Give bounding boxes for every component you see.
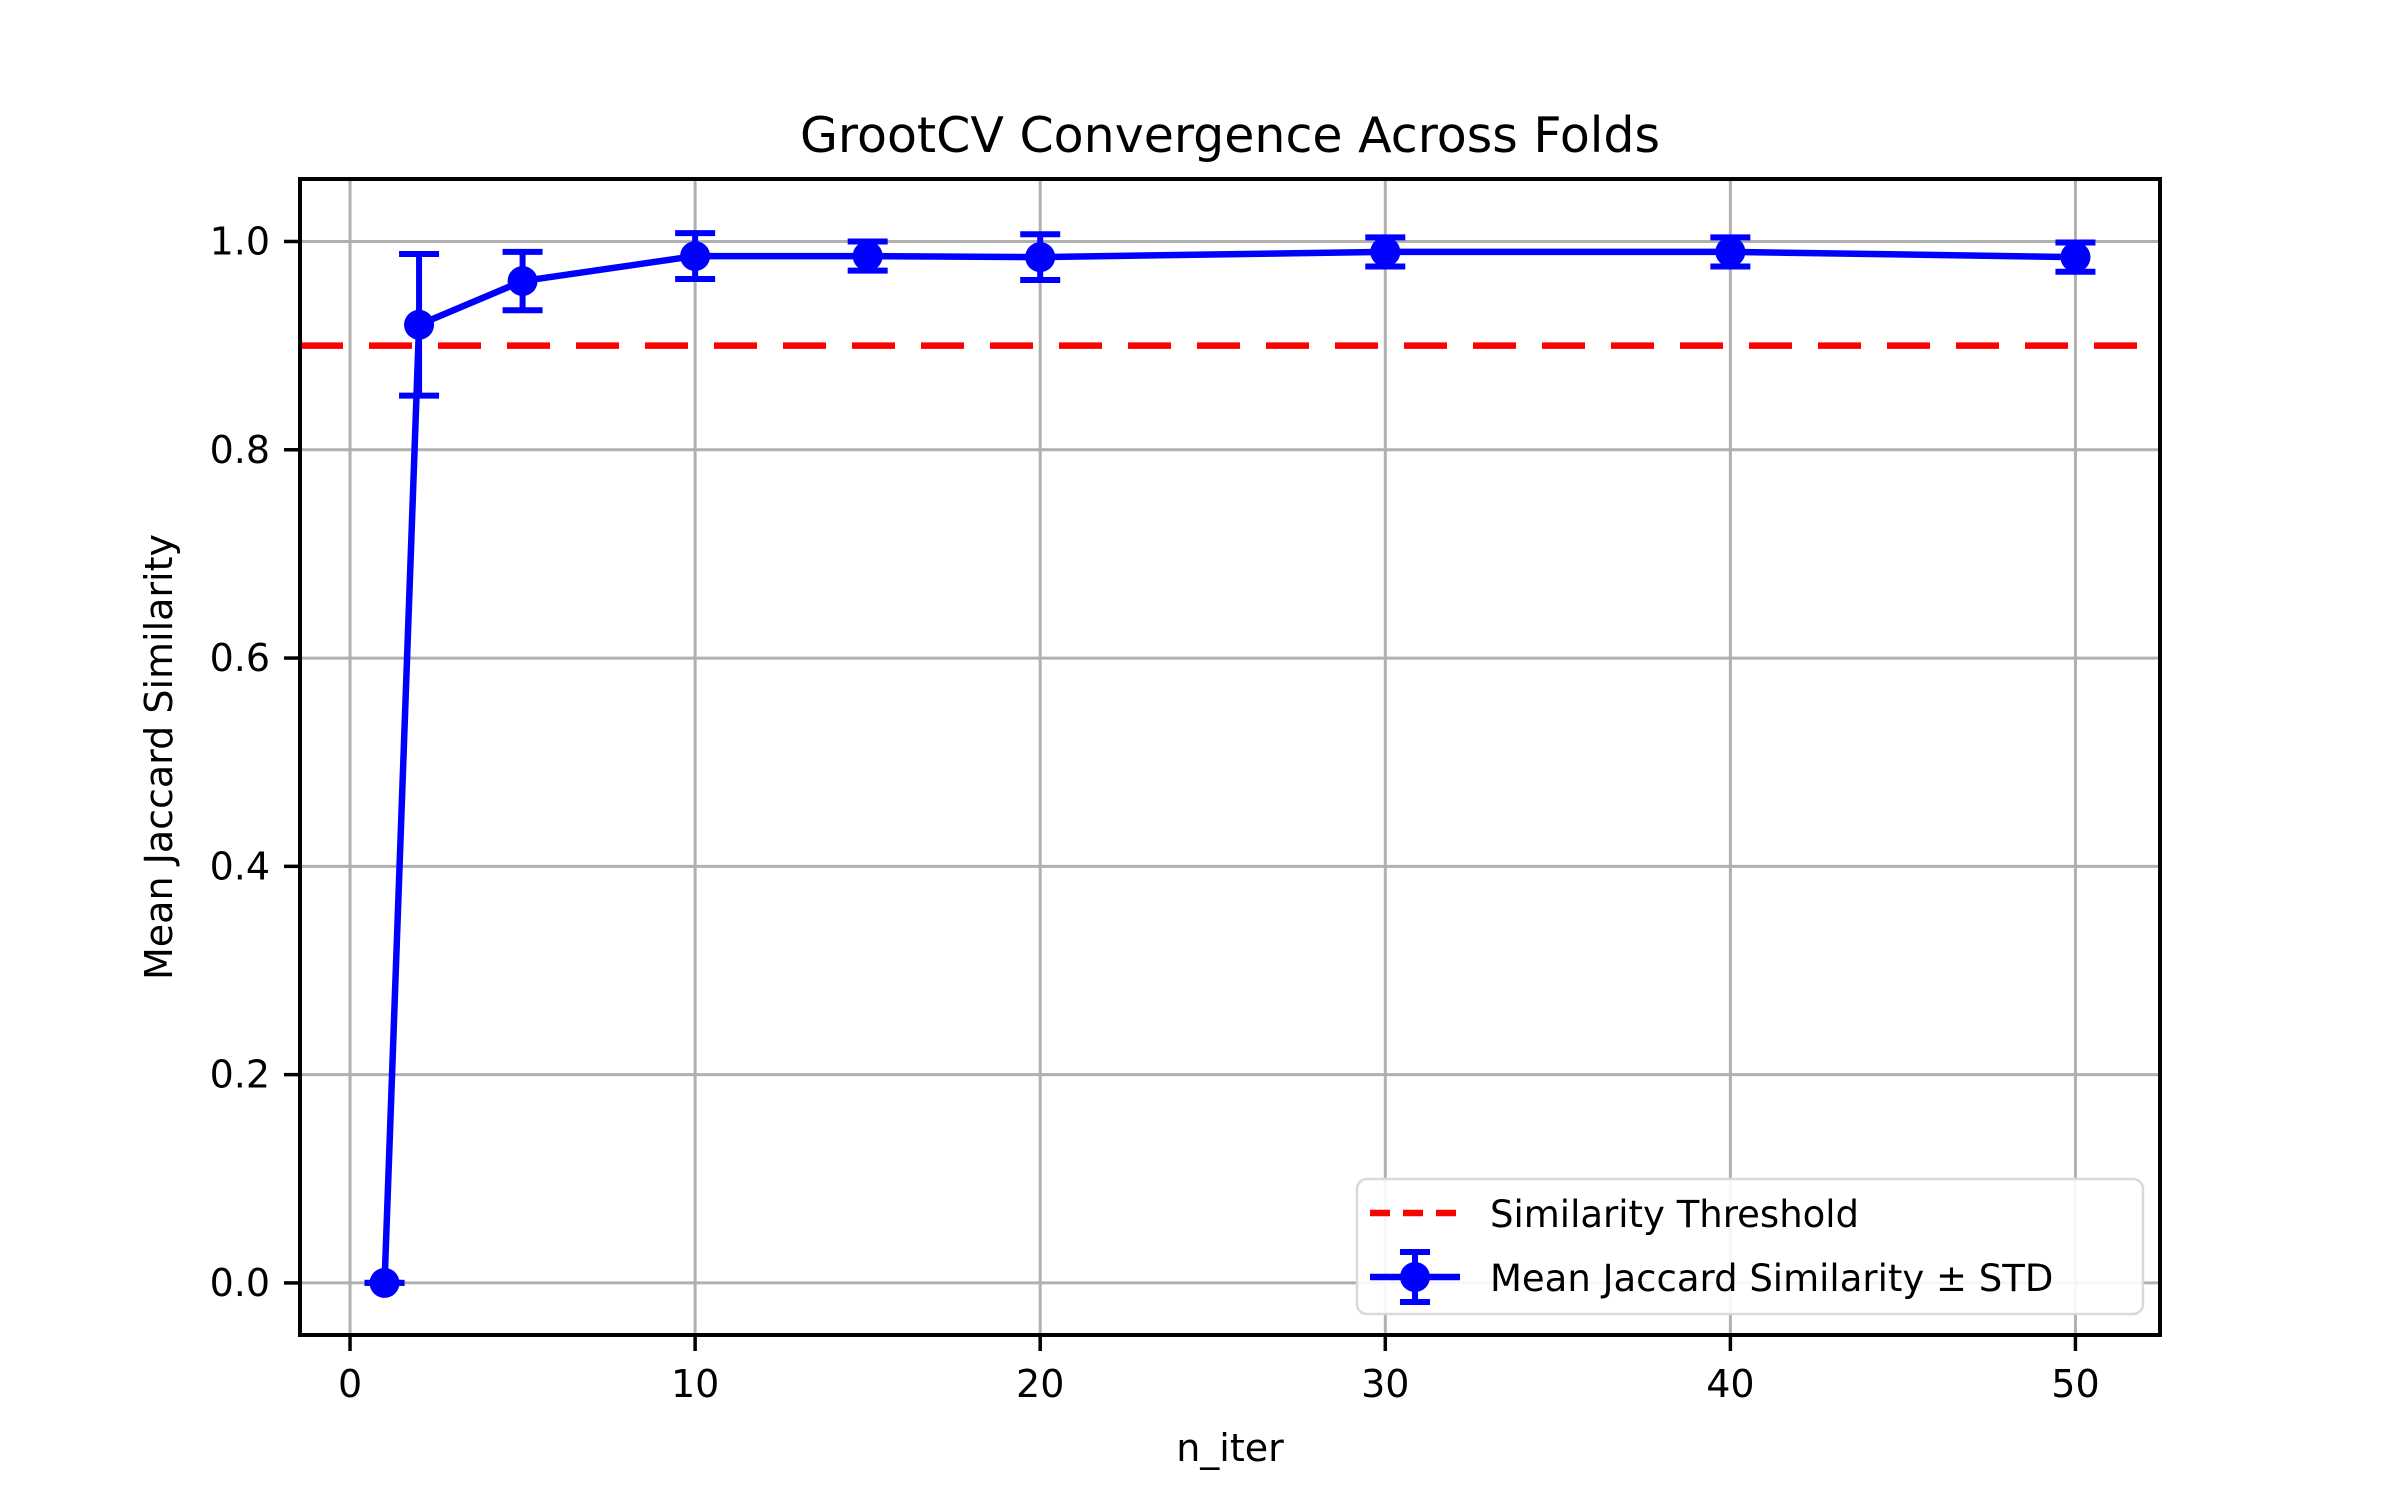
data-marker — [2060, 242, 2091, 273]
x-tick-label: 50 — [2051, 1362, 2099, 1406]
x-tick-label: 40 — [1706, 1362, 1754, 1406]
axes-layer: 0 10 20 30 40 50 0.0 0.2 0.4 0.6 0.8 1.0 — [210, 177, 2162, 1406]
chart-title: GrootCV Convergence Across Folds — [800, 107, 1660, 164]
y-tick-label: 0.6 — [210, 636, 270, 680]
x-tick-label: 0 — [338, 1362, 362, 1406]
y-axis-label: Mean Jaccard Similarity — [137, 534, 181, 980]
grid-layer — [300, 179, 2160, 1335]
data-marker — [852, 241, 883, 272]
data-marker — [507, 266, 538, 297]
data-marker — [1370, 236, 1401, 267]
y-tick-label: 0.8 — [210, 428, 270, 472]
legend-sample-marker — [1400, 1262, 1430, 1292]
legend-box — [1355, 1177, 2145, 1316]
x-axis-label: n_iter — [1176, 1426, 1284, 1470]
legend-layer: Similarity Threshold Mean Jaccard Similar… — [1355, 1177, 2145, 1316]
legend-label: Mean Jaccard Similarity ± STD — [1490, 1257, 2053, 1300]
data-marker — [680, 241, 711, 272]
data-marker — [404, 309, 435, 340]
y-tick-label: 0.2 — [210, 1053, 270, 1097]
data-marker — [1715, 236, 1746, 267]
plot-border — [298, 177, 2162, 1337]
series-layer — [364, 230, 2096, 1298]
legend-label: Similarity Threshold — [1490, 1193, 1859, 1236]
y-tick-label: 1.0 — [210, 219, 270, 263]
x-tick-label: 20 — [1016, 1362, 1064, 1406]
x-tick-label: 10 — [671, 1362, 719, 1406]
data-marker — [369, 1267, 400, 1298]
x-tick-label: 30 — [1361, 1362, 1409, 1406]
y-tick-label: 0.4 — [210, 844, 270, 888]
data-marker — [1025, 242, 1056, 273]
y-tick-label: 0.0 — [210, 1261, 270, 1305]
